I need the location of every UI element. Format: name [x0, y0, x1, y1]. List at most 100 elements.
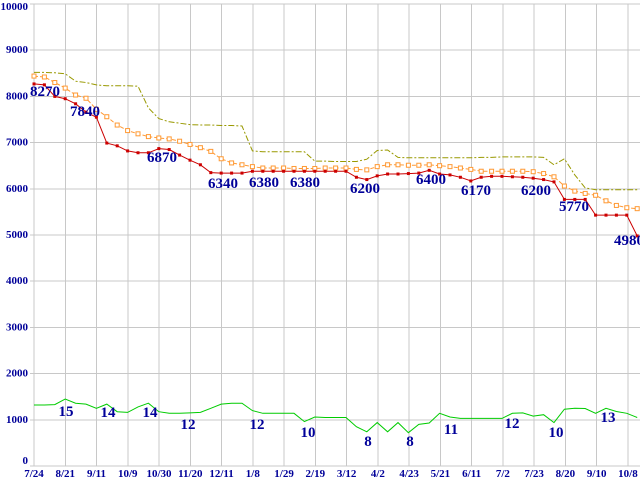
series-lowest-price-marker	[427, 168, 431, 172]
x-axis-tick-label: 7/24	[24, 468, 44, 480]
series-lowest-price-marker	[396, 172, 400, 176]
x-axis-tick-label: 11/20	[178, 468, 203, 480]
point-label: 6170	[461, 183, 491, 199]
series-average-low-price-marker	[457, 165, 463, 171]
series-average-low-price-marker	[416, 162, 422, 168]
series-lowest-price-marker	[53, 94, 57, 98]
series-lowest-price-marker	[344, 169, 348, 173]
series-average-low-price-marker	[437, 163, 443, 169]
series-lowest-price-marker	[614, 213, 618, 217]
x-axis-tick-label: 10/8	[618, 468, 638, 480]
series-lowest-price-marker	[198, 163, 202, 167]
series-average-low-price-marker	[249, 164, 255, 170]
series-average-low-price-marker	[468, 166, 474, 172]
series-lowest-price-marker	[178, 153, 182, 157]
point-label: 6200	[350, 181, 380, 197]
series-average-low-price-marker	[333, 165, 339, 171]
point-label: 6400	[416, 172, 446, 188]
series-lowest-price-marker	[625, 213, 629, 217]
x-axis-tick-label: 8/21	[55, 468, 75, 480]
series-lowest-price-marker	[282, 169, 286, 173]
point-label: 13	[601, 410, 616, 426]
series-average-low-price-marker	[613, 202, 619, 208]
series-lowest-price-marker	[448, 173, 452, 177]
series-lowest-price-marker	[313, 169, 317, 173]
x-axis-tick-label: 3/12	[337, 468, 357, 480]
series-lowest-price-marker	[635, 234, 639, 238]
series-average-low-price-marker	[218, 156, 224, 162]
series-lowest-price-marker	[146, 151, 150, 155]
x-axis-tick-label: 1/8	[246, 468, 261, 480]
series-lowest-price-marker	[167, 148, 171, 152]
x-axis-tick-label: 1/29	[274, 468, 294, 480]
point-label: 6200	[521, 183, 551, 199]
series-lowest-price-marker	[438, 172, 442, 176]
series-lowest-price-marker	[209, 171, 213, 175]
series-average-low-price-marker	[593, 192, 599, 198]
series-lowest-price-marker	[136, 151, 140, 155]
series-average-low-price-marker	[208, 148, 214, 154]
point-label: 14	[143, 405, 159, 421]
series-average-low-price-marker	[156, 135, 162, 141]
series-average-low-price-marker	[353, 166, 359, 172]
series-average-low-price-marker	[83, 95, 89, 101]
series-lowest-price-marker	[230, 171, 234, 175]
series-lowest-price-marker	[521, 175, 525, 179]
series-average-low-price-marker	[166, 136, 172, 142]
y-axis-tick-label: 2000	[6, 368, 29, 380]
series-average-low-price-marker	[260, 165, 266, 171]
series-average-low-price-marker	[197, 145, 203, 151]
point-label: 10	[549, 425, 564, 441]
y-axis-tick-label: 5000	[6, 229, 29, 241]
series-average-low-price-marker	[374, 164, 380, 170]
series-average-low-price-marker	[343, 165, 349, 171]
series-lowest-price-marker	[386, 172, 390, 176]
x-axis-tick-label: 8/20	[556, 468, 576, 480]
series-lowest-price-marker	[261, 169, 265, 173]
x-axis-tick-label: 9/10	[587, 468, 607, 480]
x-axis-tick-label: 10/9	[118, 468, 138, 480]
point-label: 4980	[614, 233, 640, 249]
series-lowest-price-marker	[32, 82, 36, 86]
series-average-low-price-marker	[572, 188, 578, 194]
series-average-low-price-marker	[520, 168, 526, 174]
point-label: 5770	[559, 199, 589, 215]
series-average-low-price-marker	[145, 134, 151, 140]
point-label: 12	[181, 417, 196, 433]
series-lowest-price-marker	[479, 175, 483, 179]
series-average-low-price-marker	[239, 162, 245, 168]
series-average-low-price-marker	[426, 162, 432, 168]
point-label: 15	[59, 404, 74, 420]
y-axis-tick-label: 1000	[6, 414, 29, 426]
series-lowest-price-marker	[219, 171, 223, 175]
series-average-low-price-marker	[624, 205, 630, 211]
x-axis-tick-label: 2/19	[306, 468, 326, 480]
series-average-low-price-marker	[489, 168, 495, 174]
series-average-low-price-marker	[582, 190, 588, 196]
series-lowest-price-marker	[250, 169, 254, 173]
series-average-low-price-marker	[31, 73, 37, 79]
series-average-low-price-marker	[561, 183, 567, 189]
series-average-low-price-marker	[541, 171, 547, 177]
point-label: 6380	[249, 175, 279, 191]
series-average-low-price-marker	[104, 114, 110, 120]
series-lowest-price-marker	[292, 169, 296, 173]
y-axis-tick-label: 8000	[6, 90, 29, 102]
series-lowest-price-marker	[240, 171, 244, 175]
series-lowest-price-marker	[562, 197, 566, 201]
series-lowest-price-marker	[510, 175, 514, 179]
point-label: 12	[250, 417, 265, 433]
series-average-low-price-marker	[634, 206, 640, 212]
series-lowest-price-marker	[375, 174, 379, 178]
series-lowest-price-marker	[365, 178, 369, 182]
x-axis-tick-label: 4/2	[371, 468, 386, 480]
series-average-low-price-marker	[62, 85, 68, 91]
point-label: 12	[505, 416, 520, 432]
series-lowest-price-marker	[271, 169, 275, 173]
x-axis-tick-label: 12/11	[209, 468, 233, 480]
series-lowest-price-marker	[604, 213, 608, 217]
point-label: 8	[406, 434, 414, 450]
series-average-low-price-marker	[405, 162, 411, 168]
